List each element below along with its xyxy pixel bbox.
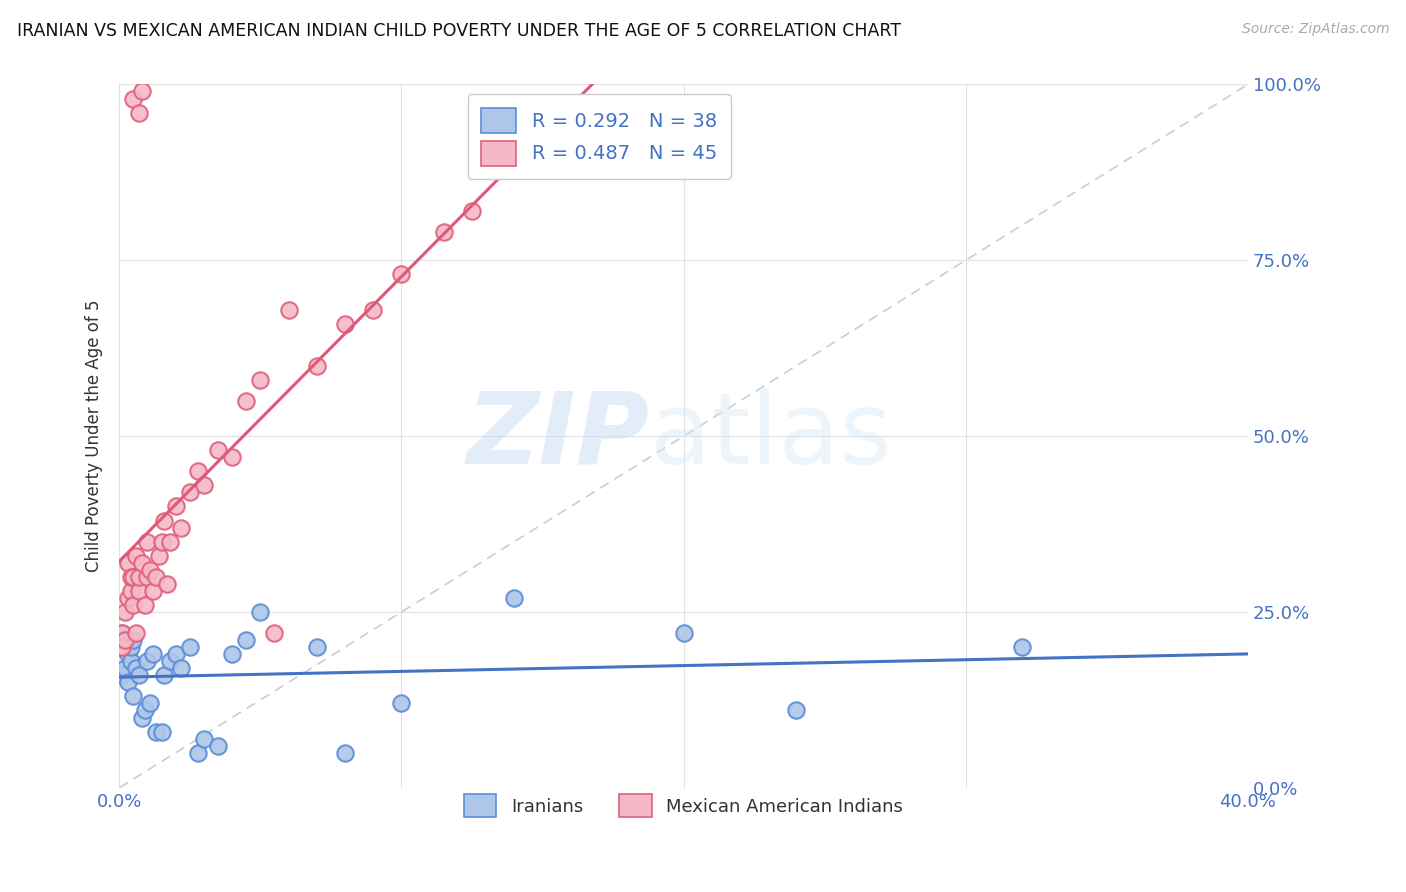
Point (187, 746, 209, 760)
Point (153, 514, 176, 528)
Point (139, 697, 162, 711)
Point (131, 710, 153, 724)
Point (117, 675, 139, 690)
Point (249, 373, 271, 387)
Point (125, 626, 148, 640)
Point (142, 647, 165, 661)
Point (207, 739, 229, 753)
Point (235, 633, 257, 648)
Point (461, 204, 484, 219)
Point (122, 598, 145, 612)
Point (156, 577, 179, 591)
Point (120, 640, 142, 655)
Point (128, 583, 150, 598)
Point (145, 570, 167, 584)
Point (145, 724, 167, 739)
Point (134, 704, 156, 718)
Point (193, 731, 215, 746)
Text: atlas: atlas (650, 388, 891, 484)
Point (785, 704, 807, 718)
Point (165, 647, 187, 661)
Point (117, 591, 139, 605)
Point (333, 317, 356, 331)
Point (391, 268, 413, 282)
Point (305, 640, 328, 655)
Point (114, 633, 136, 648)
Y-axis label: Child Poverty Under the Age of 5: Child Poverty Under the Age of 5 (86, 300, 103, 573)
Point (249, 605, 271, 619)
Point (111, 668, 134, 682)
Point (114, 661, 136, 675)
Point (128, 570, 150, 584)
Legend: Iranians, Mexican American Indians: Iranians, Mexican American Indians (457, 787, 910, 824)
Point (122, 570, 145, 584)
Point (111, 626, 134, 640)
Point (165, 500, 187, 514)
Point (672, 626, 695, 640)
Text: IRANIAN VS MEXICAN AMERICAN INDIAN CHILD POVERTY UNDER THE AGE OF 5 CORRELATION : IRANIAN VS MEXICAN AMERICAN INDIAN CHILD… (17, 22, 901, 40)
Point (114, 605, 136, 619)
Point (108, 640, 131, 655)
Point (221, 450, 243, 465)
Point (111, 626, 134, 640)
Point (207, 443, 229, 458)
Point (120, 583, 142, 598)
Point (128, 105, 150, 120)
Point (114, 633, 136, 648)
Point (475, 148, 498, 162)
Point (125, 549, 148, 563)
Point (131, 85, 153, 99)
Point (136, 534, 159, 549)
Point (122, 633, 145, 648)
Point (235, 394, 257, 409)
Text: ZIP: ZIP (467, 388, 650, 484)
Point (122, 690, 145, 704)
Point (150, 724, 173, 739)
Point (361, 302, 384, 317)
Point (134, 598, 156, 612)
Point (120, 654, 142, 668)
Point (108, 640, 131, 655)
Point (153, 668, 176, 682)
Point (159, 534, 181, 549)
Point (187, 464, 209, 478)
Point (131, 556, 153, 570)
Point (193, 478, 215, 492)
Point (170, 661, 193, 675)
Point (139, 563, 162, 577)
Point (221, 647, 243, 661)
Point (159, 654, 181, 668)
Point (117, 647, 139, 661)
Point (148, 549, 170, 563)
Point (128, 668, 150, 682)
Point (117, 556, 139, 570)
Text: Source: ZipAtlas.com: Source: ZipAtlas.com (1241, 22, 1389, 37)
Point (391, 697, 413, 711)
Point (503, 591, 526, 605)
Point (179, 640, 201, 655)
Point (433, 225, 456, 239)
Point (136, 654, 159, 668)
Point (150, 534, 173, 549)
Point (179, 485, 201, 500)
Point (111, 640, 134, 655)
Point (125, 661, 148, 675)
Point (122, 91, 145, 105)
Point (305, 359, 328, 373)
Point (1011, 640, 1033, 655)
Point (277, 302, 299, 317)
Point (120, 570, 142, 584)
Point (333, 746, 356, 760)
Point (136, 570, 159, 584)
Point (142, 583, 165, 598)
Point (263, 626, 285, 640)
Point (170, 520, 193, 534)
